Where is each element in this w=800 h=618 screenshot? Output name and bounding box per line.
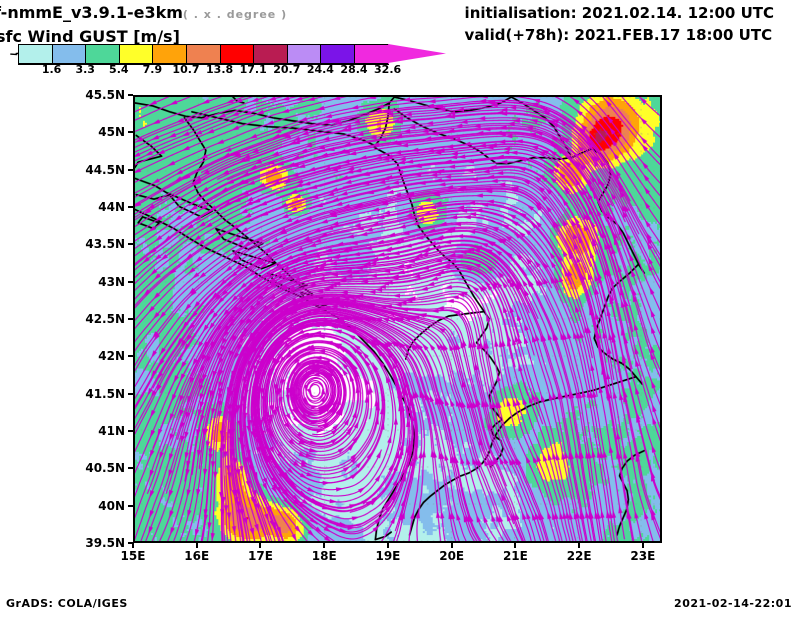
colorbar-swatch-8 [254,45,288,64]
lat-tick-42.5N [128,318,133,320]
lat-label-42.5N: 42.5N [85,312,125,326]
lat-tick-45N [128,131,133,134]
valid-time-text: valid(+78h): 2021.FEB.17 18:00 UTC [464,26,773,44]
lat-label-43.5N: 43.5N [85,237,125,252]
colorbar-tick-20.7: 20.7 [273,63,301,76]
lon-tick-17E [259,543,262,548]
lat-label-43N: 43N [98,274,125,289]
lat-label-41N: 41N [98,424,125,438]
render-timestamp: 2021-02-14-22:01 [674,597,792,610]
colorbar-swatch-4 [119,45,154,64]
map-plot-area [133,95,662,543]
lat-tick-43N [128,280,133,283]
lat-label-40.5N: 40.5N [85,461,125,476]
colorbar-tick-17.1: 17.1 [239,63,267,76]
variable-title: sfc Wind GUST [m/s] [0,27,180,46]
lon-tick-20E [450,543,453,548]
colorbar-baseline [18,63,388,65]
colorbar-swatches [18,44,389,65]
lat-label-41.5N: 41.5N [85,386,125,401]
colorbar-tick-3.3: 3.3 [75,63,95,76]
lon-tick-19E [386,543,389,548]
colorbar-tick-1.6: 1.6 [41,63,62,76]
run-info: initialisation: 2021.02.14. 12:00 UTC va… [465,4,774,44]
lon-label-16E: 16E [184,549,210,563]
colorbar-swatch-3 [86,45,120,64]
lat-label-40N: 40N [98,498,125,513]
lon-tick-21E [514,543,517,548]
initialisation-text: initialisation: 2021.02.14. 12:00 UTC [464,4,774,22]
lon-tick-23E [641,543,644,548]
lon-tick-22E [578,543,581,548]
model-title-units: ( . x . degree ) [182,8,288,21]
colorbar-tick-5.4: 5.4 [109,63,129,76]
lat-label-44N: 44N [98,200,125,214]
colorbar-above-max-wedge [387,44,446,63]
lat-tick-39.5N [128,542,133,544]
lat-label-42N: 42N [98,349,125,364]
colorbar: 1.6 3.3 5.4 7.9 10.7 13.8 17.1 20.7 24.4 28.4 32.6 [0,44,470,76]
colorbar-tick-32.6: 32.6 [374,63,402,76]
colorbar-tick-28.4: 28.4 [340,63,368,76]
lat-label-44.5N: 44.5N [85,162,125,177]
colorbar-tick-7.9: 7.9 [142,63,163,76]
lat-tick-44.5N [128,168,133,171]
grads-credit: GrADS: COLA/IGES [6,597,128,610]
lat-tick-41.5N [128,392,133,395]
lat-tick-45.5N [128,94,133,96]
lon-label-19E: 19E [375,549,401,563]
lat-tick-42N [128,355,133,358]
colorbar-tick-10.7: 10.7 [172,63,200,76]
colorbar-swatch-2 [52,45,87,64]
lat-label-45.5N: 45.5N [85,88,125,102]
lon-label-20E: 20E [439,549,465,563]
colorbar-swatch-10 [321,45,355,64]
colorbar-tick-labels: 1.6 3.3 5.4 7.9 10.7 13.8 17.1 20.7 24.4 28.4 32.6 [0,63,470,76]
model-title: f-nmmE_v3.9.1-e3km( . x . degree ) [0,3,287,22]
colorbar-swatch-9 [287,45,322,64]
lat-label-39.5N: 39.5N [85,536,125,550]
lon-label-18E: 18E [311,549,337,563]
model-title-text: f-nmmE_v3.9.1-e3km [0,3,183,22]
lon-tick-16E [195,543,198,548]
lon-label-23E: 23E [630,549,656,563]
lat-tick-44N [128,206,133,208]
colorbar-swatch-6 [186,45,221,64]
colorbar-swatch-5 [153,45,187,64]
lat-tick-43.5N [128,243,133,246]
lat-tick-40N [128,504,133,507]
lon-label-22E: 22E [566,549,592,563]
lat-label-45N: 45N [98,125,125,140]
lat-tick-40.5N [128,467,133,470]
colorbar-swatch-1 [19,45,53,64]
lat-tick-41N [128,430,133,432]
colorbar-swatch-7 [220,45,255,64]
lon-label-21E: 21E [502,549,528,563]
lon-tick-15E [132,543,134,548]
lon-tick-18E [323,543,326,548]
lon-label-17E: 17E [248,549,273,563]
colorbar-tick-24.4: 24.4 [306,63,334,76]
wind-gust-map-canvas [135,97,660,541]
lon-label-15E: 15E [120,549,146,563]
colorbar-swatch-11 [354,45,389,64]
colorbar-tick-13.8: 13.8 [206,63,234,76]
